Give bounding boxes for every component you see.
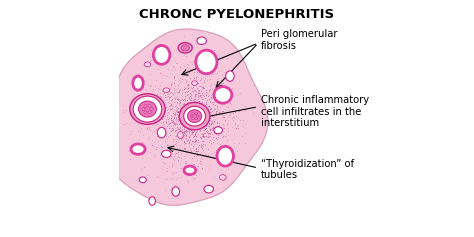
Ellipse shape bbox=[190, 115, 192, 117]
Ellipse shape bbox=[138, 101, 156, 117]
Ellipse shape bbox=[144, 105, 147, 107]
Ellipse shape bbox=[184, 106, 205, 126]
Ellipse shape bbox=[150, 108, 153, 110]
Text: Peri glomerular
fibrosis: Peri glomerular fibrosis bbox=[261, 29, 337, 50]
Ellipse shape bbox=[197, 37, 206, 45]
Ellipse shape bbox=[144, 62, 151, 67]
Ellipse shape bbox=[214, 127, 222, 134]
Text: Chronic inflammatory
cell infiltrates in the
interstitium: Chronic inflammatory cell infiltrates in… bbox=[261, 95, 369, 128]
Ellipse shape bbox=[179, 102, 210, 130]
Text: CHRONC PYELONEPHRITIS: CHRONC PYELONEPHRITIS bbox=[139, 8, 335, 21]
Ellipse shape bbox=[178, 43, 192, 53]
Ellipse shape bbox=[162, 150, 171, 157]
Ellipse shape bbox=[195, 118, 197, 120]
Ellipse shape bbox=[217, 146, 234, 166]
Ellipse shape bbox=[192, 118, 194, 120]
Ellipse shape bbox=[133, 76, 143, 90]
Ellipse shape bbox=[184, 166, 196, 175]
Ellipse shape bbox=[139, 177, 146, 182]
Ellipse shape bbox=[157, 128, 166, 138]
Ellipse shape bbox=[197, 115, 199, 117]
Ellipse shape bbox=[204, 185, 213, 193]
Ellipse shape bbox=[226, 71, 234, 81]
Ellipse shape bbox=[133, 96, 162, 122]
Ellipse shape bbox=[196, 50, 217, 74]
Ellipse shape bbox=[148, 105, 151, 107]
Ellipse shape bbox=[219, 175, 226, 180]
Ellipse shape bbox=[154, 46, 170, 64]
Ellipse shape bbox=[181, 45, 190, 51]
Ellipse shape bbox=[188, 110, 201, 123]
Ellipse shape bbox=[149, 197, 155, 205]
Ellipse shape bbox=[195, 113, 197, 115]
Ellipse shape bbox=[178, 132, 183, 139]
Ellipse shape bbox=[148, 111, 151, 114]
Ellipse shape bbox=[214, 87, 232, 103]
Ellipse shape bbox=[192, 113, 194, 115]
Polygon shape bbox=[107, 29, 268, 205]
Ellipse shape bbox=[144, 111, 147, 114]
Text: “Thyroidization” of
tubules: “Thyroidization” of tubules bbox=[261, 159, 354, 180]
Ellipse shape bbox=[142, 108, 145, 110]
Ellipse shape bbox=[130, 94, 165, 124]
Ellipse shape bbox=[192, 81, 197, 86]
Ellipse shape bbox=[172, 187, 180, 196]
Ellipse shape bbox=[163, 88, 170, 93]
Ellipse shape bbox=[131, 144, 145, 154]
